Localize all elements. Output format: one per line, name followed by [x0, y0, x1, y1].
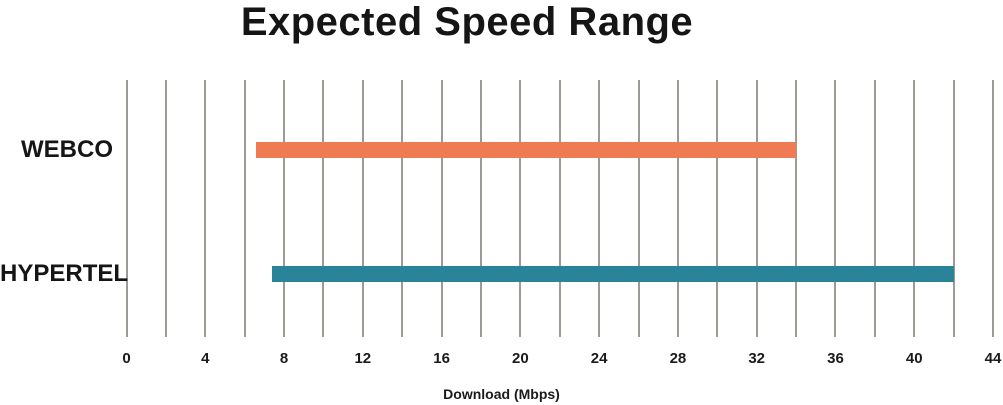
gridline: [164, 80, 167, 337]
gridline: [243, 80, 246, 337]
gridline: [992, 80, 994, 337]
x-axis-label: Download (Mbps): [443, 386, 560, 402]
gridline: [479, 80, 482, 337]
gridline: [440, 80, 443, 337]
gridline: [401, 80, 404, 337]
gridline: [637, 80, 640, 337]
gridline: [834, 80, 837, 337]
gridline: [716, 80, 719, 337]
gridline: [558, 80, 561, 337]
x-tick-label: 36: [827, 350, 844, 367]
gridline: [283, 80, 286, 337]
category-label-hypertel: HYPERTEL: [0, 259, 129, 287]
x-tick-label: 40: [905, 350, 923, 367]
x-tick-label: 4: [201, 350, 210, 367]
x-tick-label: 8: [279, 350, 289, 367]
gridline: [676, 80, 679, 337]
x-tick-label: 28: [669, 350, 687, 367]
range-bar-hypertel: [272, 265, 954, 282]
gridline: [795, 80, 798, 337]
gridline: [598, 80, 601, 337]
gridline: [125, 80, 128, 337]
gridline: [755, 80, 758, 337]
x-tick-label: 24: [590, 350, 608, 367]
x-tick-label: 16: [433, 350, 450, 367]
gridline: [204, 80, 207, 337]
x-tick-label: 20: [512, 350, 529, 367]
gridline: [913, 80, 916, 337]
x-tick-label: 0: [122, 350, 131, 367]
x-tick-label: 44: [984, 350, 1002, 367]
gridline: [519, 80, 522, 337]
range-bar-webco: [256, 142, 797, 158]
gridline: [873, 80, 876, 337]
chart-title: Expected Speed Range: [240, 0, 694, 44]
gridline: [952, 80, 955, 337]
category-label-webco: WEBCO: [21, 136, 113, 163]
gridline: [322, 80, 325, 337]
x-tick-label: 32: [748, 350, 766, 367]
x-tick-label: 12: [354, 350, 372, 367]
gridline: [361, 80, 364, 337]
